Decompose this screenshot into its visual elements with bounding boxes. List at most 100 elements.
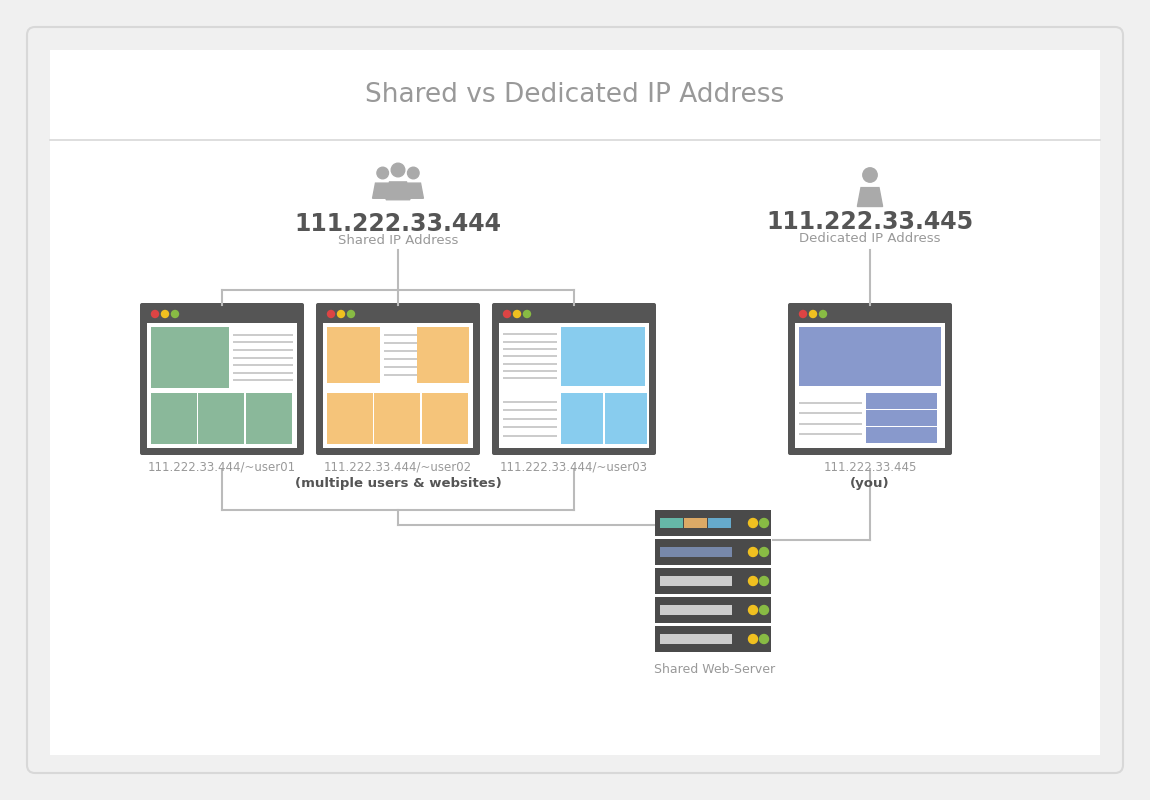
Circle shape (347, 310, 354, 318)
FancyBboxPatch shape (26, 27, 1124, 773)
Bar (656, 597, 771, 623)
Bar (799, 422, 862, 425)
Bar (49, 140, 1101, 755)
Circle shape (171, 310, 178, 318)
Bar (561, 393, 603, 444)
Bar (660, 547, 731, 557)
Text: Dedicated IP Address: Dedicated IP Address (799, 232, 941, 245)
Text: Shared vs Dedicated IP Address: Shared vs Dedicated IP Address (366, 82, 784, 108)
Bar (866, 393, 937, 409)
Bar (799, 327, 941, 386)
Bar (660, 634, 731, 644)
Bar (233, 364, 293, 366)
Bar (499, 323, 649, 448)
Bar (503, 401, 557, 402)
Bar (422, 393, 468, 444)
Bar (656, 510, 771, 536)
Circle shape (161, 310, 169, 318)
Circle shape (337, 310, 345, 318)
Bar (233, 334, 293, 336)
Bar (151, 393, 197, 444)
Bar (49, 50, 1101, 140)
Bar (503, 370, 557, 372)
Bar (151, 327, 229, 388)
Bar (327, 393, 373, 444)
Bar (656, 539, 771, 565)
Bar (799, 402, 862, 404)
Text: (multiple users & websites): (multiple users & websites) (294, 477, 501, 490)
Bar (503, 377, 557, 379)
Circle shape (862, 168, 877, 182)
Bar (233, 342, 293, 343)
Bar (799, 433, 862, 435)
Circle shape (759, 518, 768, 527)
Bar (660, 576, 731, 586)
Circle shape (820, 310, 827, 318)
Text: 111.222.33.444/~user03: 111.222.33.444/~user03 (500, 461, 647, 474)
Circle shape (749, 606, 758, 614)
Bar (660, 518, 683, 528)
Circle shape (749, 547, 758, 557)
Circle shape (391, 163, 405, 177)
Circle shape (749, 518, 758, 527)
Bar (383, 366, 416, 368)
Circle shape (759, 547, 768, 557)
Circle shape (759, 606, 768, 614)
Bar (660, 605, 731, 615)
FancyBboxPatch shape (140, 303, 304, 455)
Bar (503, 426, 557, 428)
Bar (383, 334, 416, 336)
Bar (866, 427, 937, 442)
Bar (503, 409, 557, 411)
Bar (246, 393, 292, 444)
Bar (147, 323, 297, 448)
Bar (383, 374, 416, 376)
Text: 111.222.33.445: 111.222.33.445 (766, 210, 974, 234)
Bar (561, 327, 645, 386)
Bar (866, 410, 937, 426)
Bar (684, 518, 707, 528)
Circle shape (759, 634, 768, 643)
Bar (233, 379, 293, 382)
Bar (503, 341, 557, 342)
Bar (503, 434, 557, 437)
Bar (198, 393, 244, 444)
Bar (656, 568, 771, 594)
Bar (233, 372, 293, 374)
Polygon shape (858, 188, 882, 206)
Polygon shape (386, 182, 409, 200)
FancyBboxPatch shape (316, 303, 480, 455)
Circle shape (759, 577, 768, 586)
Bar (383, 350, 416, 352)
Bar (416, 327, 469, 383)
Circle shape (504, 310, 511, 318)
Bar (383, 358, 416, 360)
Circle shape (328, 310, 335, 318)
Text: (you): (you) (850, 477, 890, 490)
Text: Shared Web-Server: Shared Web-Server (654, 663, 775, 676)
Text: 111.222.33.444: 111.222.33.444 (294, 212, 501, 236)
FancyBboxPatch shape (492, 303, 656, 455)
Bar (795, 323, 945, 448)
Circle shape (810, 310, 816, 318)
Bar (605, 393, 647, 444)
Bar (799, 413, 862, 414)
Bar (233, 349, 293, 351)
Bar (503, 348, 557, 350)
Circle shape (749, 577, 758, 586)
Text: 111.222.33.444/~user01: 111.222.33.444/~user01 (148, 461, 296, 474)
Polygon shape (404, 183, 423, 198)
Text: Shared IP Address: Shared IP Address (338, 234, 458, 247)
Bar (383, 342, 416, 344)
Circle shape (407, 167, 419, 178)
Circle shape (377, 167, 389, 178)
Bar (323, 323, 473, 448)
FancyBboxPatch shape (788, 303, 952, 455)
Bar (327, 327, 380, 383)
Polygon shape (373, 183, 393, 198)
Text: 111.222.33.445: 111.222.33.445 (823, 461, 917, 474)
Circle shape (749, 634, 758, 643)
Bar (503, 334, 557, 335)
Bar (708, 518, 731, 528)
Bar (233, 357, 293, 358)
